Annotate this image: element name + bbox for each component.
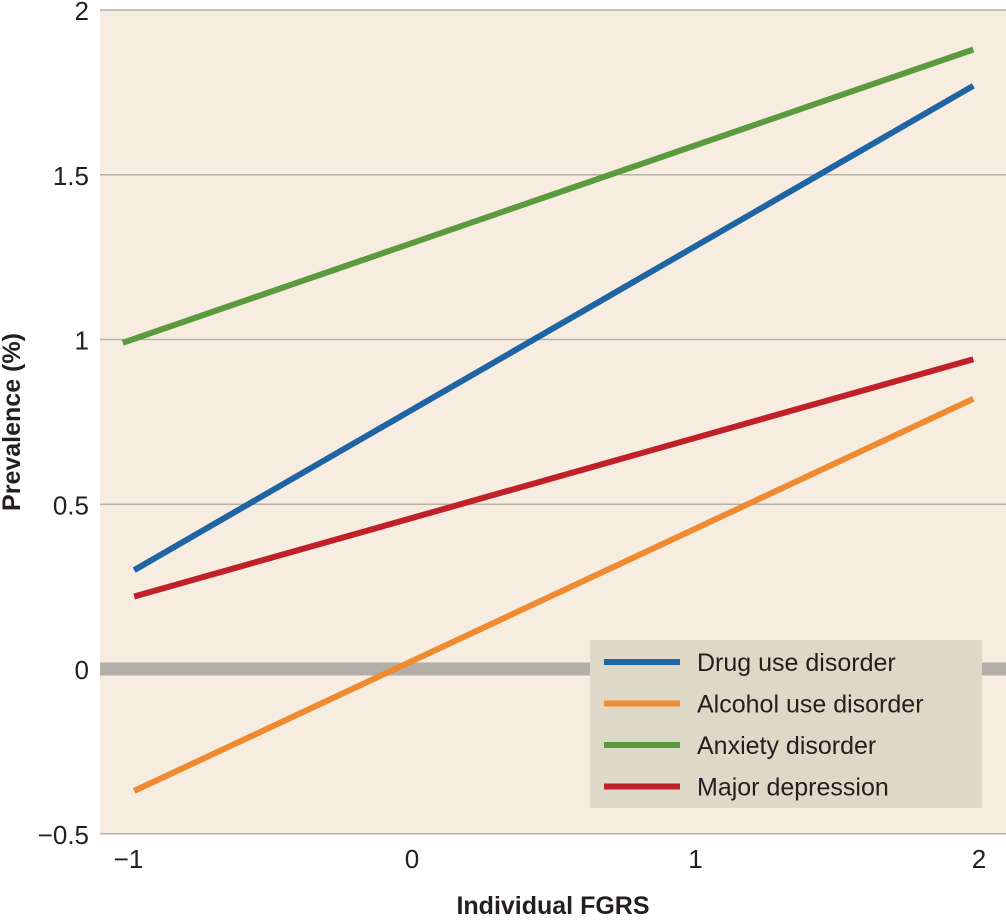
legend-label: Major depression <box>697 774 889 802</box>
y-tick-label: 0 <box>75 655 89 685</box>
x-tick-label: 2 <box>972 844 986 874</box>
y-axis-title: Prevalence (%) <box>0 333 26 511</box>
legend-label: Drug use disorder <box>697 649 896 677</box>
series-line-2 <box>132 396 975 794</box>
y-tick-label: 2 <box>75 0 89 26</box>
legend-label: Anxiety disorder <box>697 732 876 760</box>
x-tick-label: −1 <box>114 844 144 874</box>
y-tick-label: −0.5 <box>38 820 89 850</box>
y-tick-label: 1.5 <box>53 161 89 191</box>
x-axis-ticks: −1 0 1 2 <box>114 844 987 874</box>
series-line-4 <box>133 356 975 600</box>
y-axis-ticks: −0.5 0 0.5 1 1.5 2 <box>38 0 89 850</box>
legend: Drug use disorder Alcohol use disorder Anx… <box>590 640 982 808</box>
x-axis-title: Individual FGRS <box>456 892 649 920</box>
y-tick-label: 0.5 <box>53 490 89 520</box>
x-tick-label: 0 <box>405 844 419 874</box>
legend-box <box>590 640 982 808</box>
series-line-3 <box>121 46 975 346</box>
legend-label: Alcohol use disorder <box>697 691 924 719</box>
series-line-1 <box>132 83 975 573</box>
series-lines <box>121 46 975 794</box>
y-tick-label: 1 <box>75 326 89 356</box>
x-tick-label: 1 <box>688 844 702 874</box>
